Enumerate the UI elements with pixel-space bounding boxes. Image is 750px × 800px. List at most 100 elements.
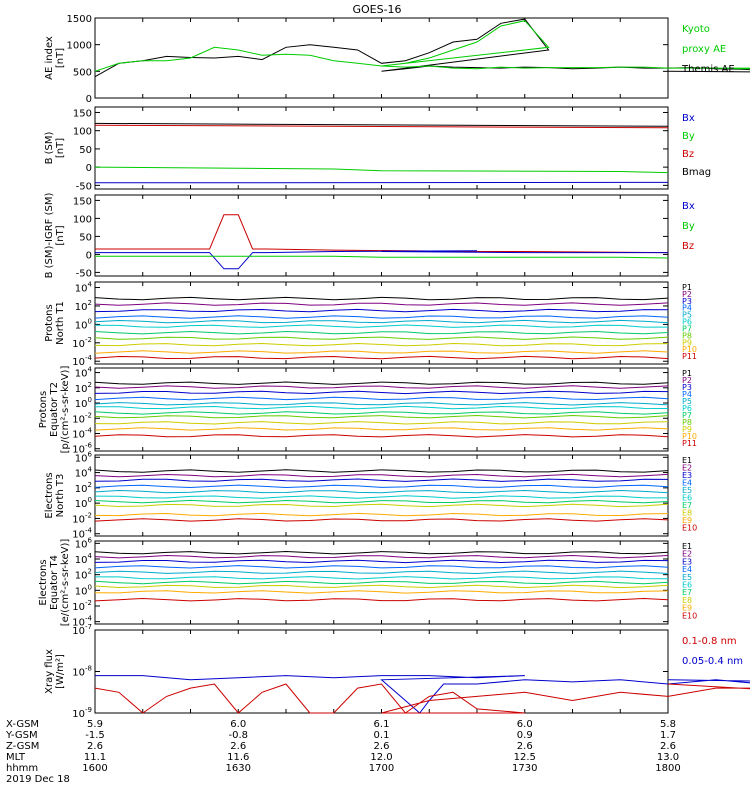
series-p5 bbox=[94, 402, 669, 406]
legend-e1: E1 bbox=[682, 456, 692, 465]
series-bz bbox=[94, 124, 669, 129]
x-row-value: 13.0 bbox=[657, 752, 679, 763]
series-e4 bbox=[94, 484, 669, 489]
series-p3 bbox=[94, 308, 669, 313]
legend-e10: E10 bbox=[682, 524, 697, 533]
x-row-value: 6.0 bbox=[230, 719, 246, 730]
legend-p4: P4 bbox=[682, 390, 692, 399]
series-0-05-0-4-nm bbox=[95, 675, 750, 714]
x-row-value: -0.8 bbox=[228, 730, 248, 741]
series-bz bbox=[95, 214, 669, 254]
panel-bigrf: -50 0 50 100 150 B (SM)-IGRF (SM)[nT] Bx By Bz bbox=[44, 193, 695, 280]
y-tick-label: 50 bbox=[79, 145, 92, 156]
series-bmag bbox=[94, 122, 669, 127]
legend-bz: Bz bbox=[682, 241, 694, 252]
series-kyoto-proxy-ae bbox=[94, 20, 750, 72]
y-tick-label: -50 bbox=[76, 181, 92, 192]
x-row-value: 5.8 bbox=[660, 719, 676, 730]
series-e8 bbox=[94, 584, 669, 589]
y-tick-label: 100 bbox=[75, 317, 92, 331]
series-p1 bbox=[94, 381, 669, 385]
legend-e6: E6 bbox=[682, 581, 692, 590]
y-axis-label: ElectronsEquator T4[e/(cm²-s-sr-keV)] bbox=[38, 539, 71, 627]
x-row-value: 1800 bbox=[655, 763, 680, 774]
x-row-value: 0.9 bbox=[517, 730, 533, 741]
series-p8 bbox=[94, 336, 669, 340]
x-row-value: -1.5 bbox=[85, 730, 105, 741]
x-row-value: 2.6 bbox=[230, 741, 246, 752]
series-p2 bbox=[94, 302, 669, 306]
series-p9 bbox=[94, 421, 669, 425]
panel-frame bbox=[94, 540, 669, 625]
legend-p8: P8 bbox=[682, 331, 692, 340]
x-row-value: 1600 bbox=[82, 763, 107, 774]
legend-bx: Bx bbox=[682, 113, 695, 124]
legend-e9: E9 bbox=[682, 516, 692, 525]
legend-bmag: Bmag bbox=[682, 167, 711, 178]
y-tick-label: 104 bbox=[75, 552, 93, 566]
series-e7 bbox=[94, 499, 669, 504]
x-row-value: 0.1 bbox=[374, 730, 390, 741]
series-e10 bbox=[94, 518, 669, 522]
legend-p6: P6 bbox=[682, 404, 692, 413]
series-p2 bbox=[94, 385, 669, 389]
legend-0-1-0-8-nm: 0.1-0.8 nm bbox=[682, 636, 737, 647]
y-tick-label: 102 bbox=[75, 299, 92, 313]
series-p6 bbox=[94, 324, 668, 328]
legend-p9: P9 bbox=[682, 338, 692, 347]
legend-e2: E2 bbox=[682, 464, 692, 473]
legend-p11: P11 bbox=[682, 352, 697, 361]
x-row-value: 5.9 bbox=[87, 719, 103, 730]
x-row-label: Y-GSM bbox=[5, 730, 38, 741]
legend-e10: E10 bbox=[682, 611, 697, 620]
y-tick-label: 104 bbox=[75, 466, 93, 480]
legend-p7: P7 bbox=[682, 411, 692, 420]
legend-by: By bbox=[682, 131, 695, 142]
legend-e7: E7 bbox=[682, 588, 692, 597]
legend-bx: Bx bbox=[682, 201, 695, 212]
y-tick-label: 100 bbox=[75, 496, 92, 510]
y-axis-label: AE index[nT] bbox=[44, 36, 66, 80]
legend-e2: E2 bbox=[682, 550, 692, 559]
panel-frame bbox=[94, 194, 669, 277]
legend-e3: E3 bbox=[682, 471, 692, 480]
y-tick-label: 150 bbox=[73, 196, 92, 207]
legend-p4: P4 bbox=[682, 304, 692, 313]
y-axis-label: ProtonsEquator T2[p/(cm²-s-sr-keV)] bbox=[38, 366, 71, 454]
x-date-label: 2019 Dec 18 bbox=[6, 774, 70, 785]
x-row-label: X-GSM bbox=[6, 719, 39, 730]
panel-xray: 10-9 10-8 10-7 Xray flux[W/m²] 0.1-0.8 nm 0.0… bbox=[44, 623, 750, 720]
panel-frame bbox=[94, 454, 669, 537]
y-tick-label: 100 bbox=[75, 583, 92, 597]
series-p7 bbox=[94, 330, 669, 335]
x-row-value: 2.6 bbox=[517, 741, 533, 752]
series-e6 bbox=[95, 576, 669, 580]
x-row-value: 11.1 bbox=[84, 752, 106, 763]
y-tick-label: 106 bbox=[75, 536, 93, 550]
series-p5 bbox=[94, 319, 669, 324]
y-tick-label: 100 bbox=[73, 214, 92, 225]
x-row-value: 1630 bbox=[226, 763, 251, 774]
legend-p1: P1 bbox=[682, 369, 692, 378]
legend-e3: E3 bbox=[682, 557, 692, 566]
legend-p3: P3 bbox=[682, 383, 692, 392]
y-tick-label: 104 bbox=[75, 366, 93, 380]
legend-0-05-0-4-nm: 0.05-0.4 nm bbox=[682, 656, 743, 667]
y-tick-label: 10-2 bbox=[72, 599, 92, 613]
x-row-value: 2.6 bbox=[374, 741, 390, 752]
x-row-value: 2.6 bbox=[660, 741, 676, 752]
series-themis-ae bbox=[94, 18, 750, 78]
chart-title: GOES-16 bbox=[352, 3, 401, 16]
y-tick-label: -50 bbox=[76, 268, 92, 279]
y-tick-label: 0 bbox=[86, 94, 92, 105]
series-e4 bbox=[94, 565, 669, 569]
legend-p2: P2 bbox=[682, 376, 692, 385]
x-row-label: hhmm bbox=[6, 763, 38, 774]
series-e1 bbox=[94, 550, 669, 555]
x-row-value: 1700 bbox=[369, 763, 394, 774]
x-row-value: 1.7 bbox=[660, 730, 676, 741]
